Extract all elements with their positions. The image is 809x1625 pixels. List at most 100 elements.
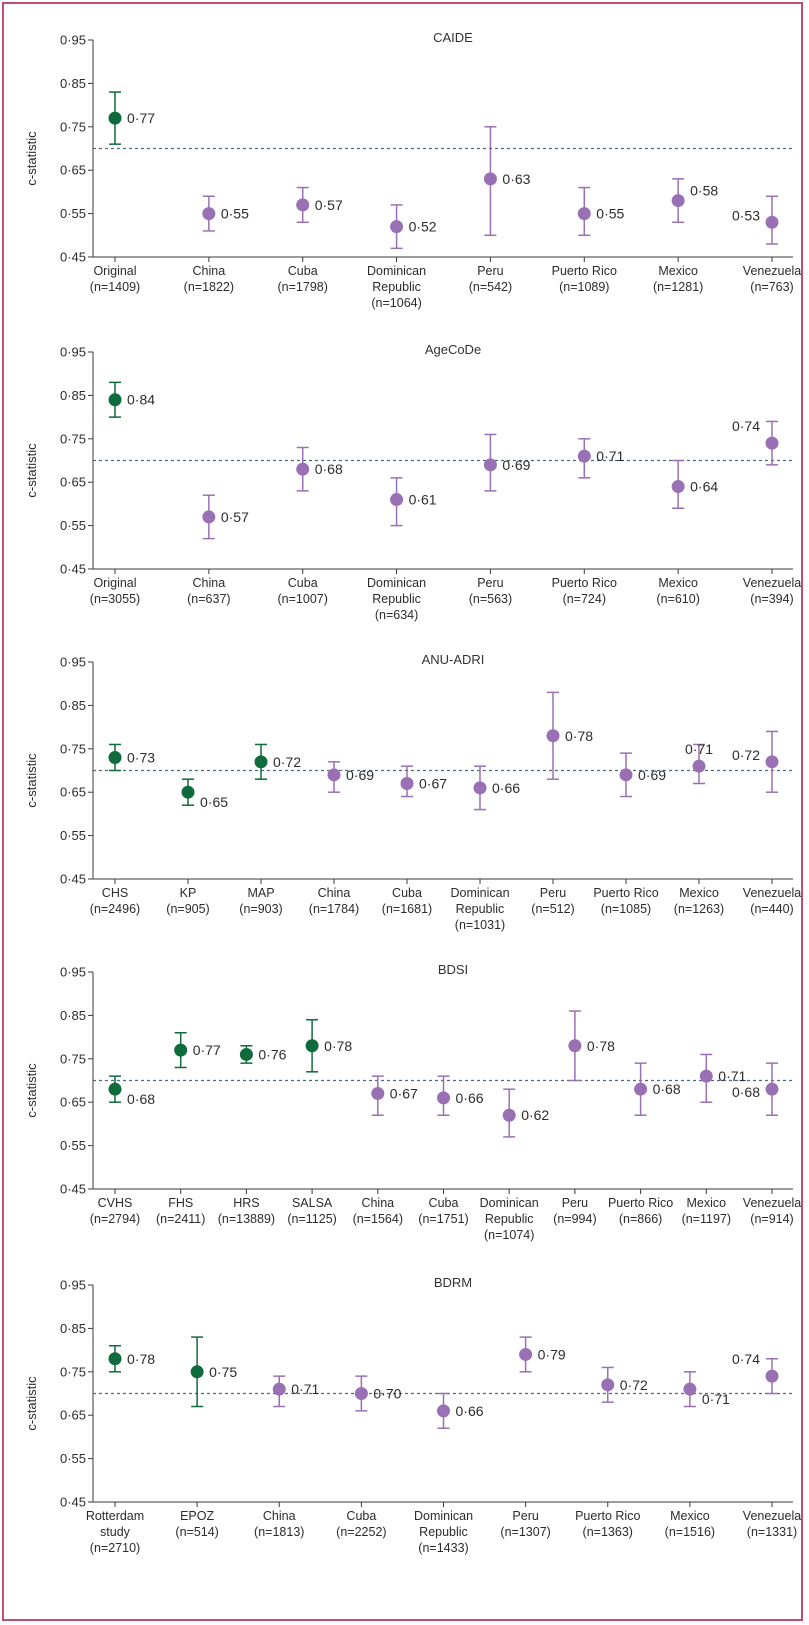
x-tick-label: Dominican [450, 886, 509, 900]
x-tick-sublabel: (n=440) [750, 902, 793, 916]
x-tick-sublabel: (n=1263) [674, 902, 724, 916]
y-tick-label: 0·65 [60, 475, 86, 490]
x-tick-label: Venezuela [743, 1509, 801, 1523]
x-tick-sublabel: Republic [419, 1525, 468, 1539]
data-point [108, 750, 122, 764]
value-label: 0·68 [653, 1081, 681, 1097]
y-tick-label: 0·95 [60, 965, 86, 980]
x-tick-sublabel: (n=1564) [353, 1212, 403, 1226]
x-tick-sublabel: (n=1125) [287, 1212, 336, 1226]
value-label: 0·76 [258, 1046, 286, 1062]
x-tick-sublabel: (n=13889) [218, 1212, 275, 1226]
x-tick-label: China [318, 886, 351, 900]
x-tick-label: Dominican [414, 1509, 473, 1523]
value-label: 0·55 [596, 206, 624, 222]
value-label: 0·73 [127, 749, 155, 765]
value-label: 0·84 [127, 392, 155, 408]
value-label: 0·66 [456, 1403, 484, 1419]
x-tick-sublabel: (n=1281) [653, 280, 703, 294]
value-label: 0·72 [273, 754, 301, 770]
y-tick-label: 0·45 [60, 1495, 86, 1510]
data-point [577, 207, 591, 221]
data-point [296, 462, 310, 476]
x-tick-sublabel: (n=1751) [418, 1212, 468, 1226]
x-tick-label: Venezuela [743, 264, 801, 278]
x-tick-label: Cuba [392, 886, 422, 900]
x-tick-sublabel: (n=1813) [254, 1525, 304, 1539]
data-point [108, 393, 122, 407]
x-tick-sublabel: (n=634) [375, 608, 418, 622]
x-tick-label: EPOZ [180, 1509, 214, 1523]
x-tick-label: Puerto Rico [552, 576, 617, 590]
chart-3: BDSI c-statistic 0·95 0·85 0·75 0·65 0·55 0·45 0… [24, 962, 801, 1242]
x-tick-sublabel: Republic [456, 902, 505, 916]
data-point [765, 755, 779, 769]
y-tick-label: 0·85 [60, 1321, 86, 1336]
y-axis-label: c-statistic [24, 131, 39, 186]
value-label: 0·52 [409, 219, 437, 235]
value-label: 0·77 [127, 110, 155, 126]
x-tick-sublabel: (n=724) [563, 592, 606, 606]
x-tick-sublabel: (n=542) [469, 280, 512, 294]
data-point [634, 1082, 648, 1096]
x-tick-label: Dominican [367, 576, 426, 590]
x-tick-sublabel: (n=394) [750, 592, 793, 606]
y-tick-label: 0·55 [60, 828, 86, 843]
value-label: 0·69 [502, 457, 530, 473]
data-point [305, 1039, 319, 1053]
x-tick-sublabel: (n=1798) [278, 280, 328, 294]
x-tick-sublabel: (n=637) [187, 592, 230, 606]
data-point [577, 449, 591, 463]
x-tick-label: Cuba [288, 576, 318, 590]
x-tick-sublabel: (n=905) [166, 902, 209, 916]
value-label: 0·77 [193, 1042, 221, 1058]
value-label: 0·66 [456, 1090, 484, 1106]
data-point [108, 111, 122, 125]
y-tick-label: 0·55 [60, 518, 86, 533]
y-axis-label: c-statistic [24, 443, 39, 498]
x-tick-label: CVHS [98, 1196, 133, 1210]
data-point [371, 1087, 385, 1101]
y-tick-label: 0·85 [60, 1008, 86, 1023]
x-tick-label: SALSA [292, 1196, 333, 1210]
x-tick-label: Venezuela [743, 886, 801, 900]
y-tick-label: 0·85 [60, 76, 86, 91]
x-tick-label: Cuba [288, 264, 318, 278]
value-label: 0·64 [690, 479, 718, 495]
x-tick-label: Mexico [658, 576, 698, 590]
x-tick-label: Puerto Rico [552, 264, 617, 278]
value-label: 0·53 [732, 207, 760, 223]
value-label: 0·71 [596, 448, 624, 464]
data-point [546, 729, 560, 743]
data-point [671, 480, 685, 494]
x-tick-sublabel: (n=1307) [500, 1525, 550, 1539]
x-tick-sublabel: Republic [485, 1212, 534, 1226]
y-tick-label: 0·45 [60, 562, 86, 577]
x-tick-sublabel: (n=2252) [336, 1525, 386, 1539]
x-tick-sublabel: (n=512) [531, 902, 574, 916]
x-tick-sublabel: (n=1681) [382, 902, 432, 916]
value-label: 0·67 [390, 1086, 418, 1102]
x-tick-label: China [361, 1196, 394, 1210]
y-tick-label: 0·45 [60, 872, 86, 887]
data-point [619, 768, 633, 782]
y-axis-label: c-statistic [24, 753, 39, 808]
x-tick-label: China [193, 264, 226, 278]
data-point [296, 198, 310, 212]
value-label: 0·78 [587, 1038, 615, 1054]
data-point [765, 1082, 779, 1096]
chart-title: BDSI [438, 962, 468, 977]
data-point [108, 1082, 122, 1096]
value-label: 0·63 [502, 171, 530, 187]
y-tick-label: 0·95 [60, 655, 86, 670]
y-tick-label: 0·55 [60, 1138, 86, 1153]
x-tick-sublabel: (n=1516) [665, 1525, 715, 1539]
x-tick-label: Cuba [429, 1196, 459, 1210]
data-point [765, 436, 779, 450]
value-label: 0·75 [209, 1364, 237, 1380]
x-tick-label: Puerto Rico [575, 1509, 640, 1523]
data-point [181, 785, 195, 799]
x-tick-sublabel: (n=2411) [156, 1212, 205, 1226]
